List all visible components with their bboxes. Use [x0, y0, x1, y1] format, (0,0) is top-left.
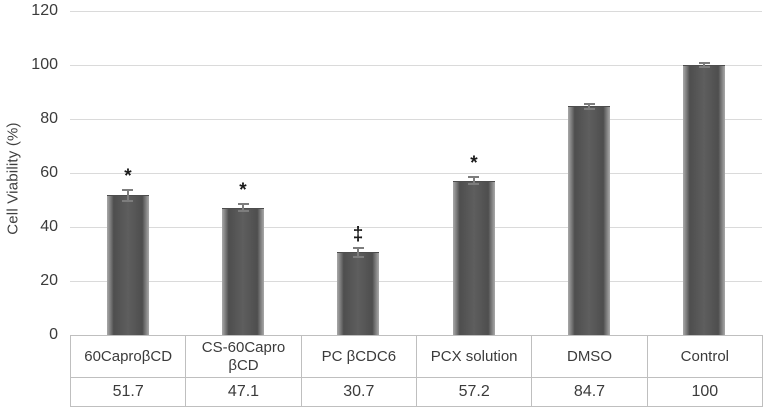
y-tick-label-20: 20 [40, 272, 58, 289]
error-bar-0 [127, 190, 129, 201]
error-bar-cap-0-1 [122, 200, 133, 202]
gridline-60 [70, 173, 762, 174]
y-tick-label-0: 0 [49, 326, 58, 343]
error-bar-2 [357, 247, 359, 257]
significance-marker-1: * [239, 180, 247, 201]
table-category-cell-5: Control [647, 336, 763, 378]
error-bar-cap-1-0 [238, 203, 249, 205]
error-bar-cap-1-1 [238, 210, 249, 212]
table-category-cell-2: PC βCDC6 [301, 336, 417, 378]
bar-2 [337, 252, 379, 335]
table-value-cell-3: 57.2 [417, 378, 533, 407]
error-bar-3 [473, 177, 475, 185]
data-table-area: 60CaproβCD CS-60Capro βCD PC βCDC6 PCX solu… [70, 335, 763, 407]
significance-marker-3: * [470, 153, 478, 174]
bar-4 [568, 106, 610, 335]
error-bar-cap-4-1 [584, 108, 595, 110]
gridline-100 [70, 65, 762, 66]
bar-5 [683, 65, 725, 335]
error-bar-cap-3-1 [468, 183, 479, 185]
bar-1 [222, 207, 264, 335]
significance-marker-0: * [124, 166, 132, 187]
gridline-40 [70, 227, 762, 228]
y-tick-label-40: 40 [40, 218, 58, 235]
error-bar-cap-2-1 [353, 256, 364, 258]
error-bar-cap-3-0 [468, 176, 479, 178]
table-category-cell-0: 60CaproβCD [71, 336, 187, 378]
significance-marker-2: ‡ [352, 224, 364, 245]
table-category-cell-3: PCX solution [417, 336, 533, 378]
y-tick-label-100: 100 [31, 56, 58, 73]
bar-3 [453, 180, 495, 335]
table-value-cell-5: 100 [647, 378, 763, 407]
error-bar-1 [242, 204, 244, 212]
table-value-cell-2: 30.7 [301, 378, 417, 407]
table-value-cell-4: 84.7 [532, 378, 648, 407]
error-bar-cap-0-0 [122, 189, 133, 191]
gridline-20 [70, 281, 762, 282]
table-value-cell-1: 47.1 [186, 378, 302, 407]
bar-0 [107, 195, 149, 335]
error-bar-cap-5-0 [699, 62, 710, 64]
error-bar-4 [588, 103, 590, 109]
table-category-cell-1: CS-60Capro βCD [186, 336, 302, 378]
y-tick-label-80: 80 [40, 110, 58, 127]
error-bar-cap-5-1 [699, 66, 710, 68]
table-value-cell-0: 51.7 [71, 378, 187, 407]
gridline-80 [70, 119, 762, 120]
y-tick-label-120: 120 [31, 2, 58, 19]
error-bar-5 [703, 63, 705, 67]
gridline-120 [70, 11, 762, 12]
error-bar-cap-2-0 [353, 247, 364, 249]
error-bar-cap-4-0 [584, 103, 595, 105]
table-category-cell-4: DMSO [532, 336, 648, 378]
y-tick-label-60: 60 [40, 164, 58, 181]
